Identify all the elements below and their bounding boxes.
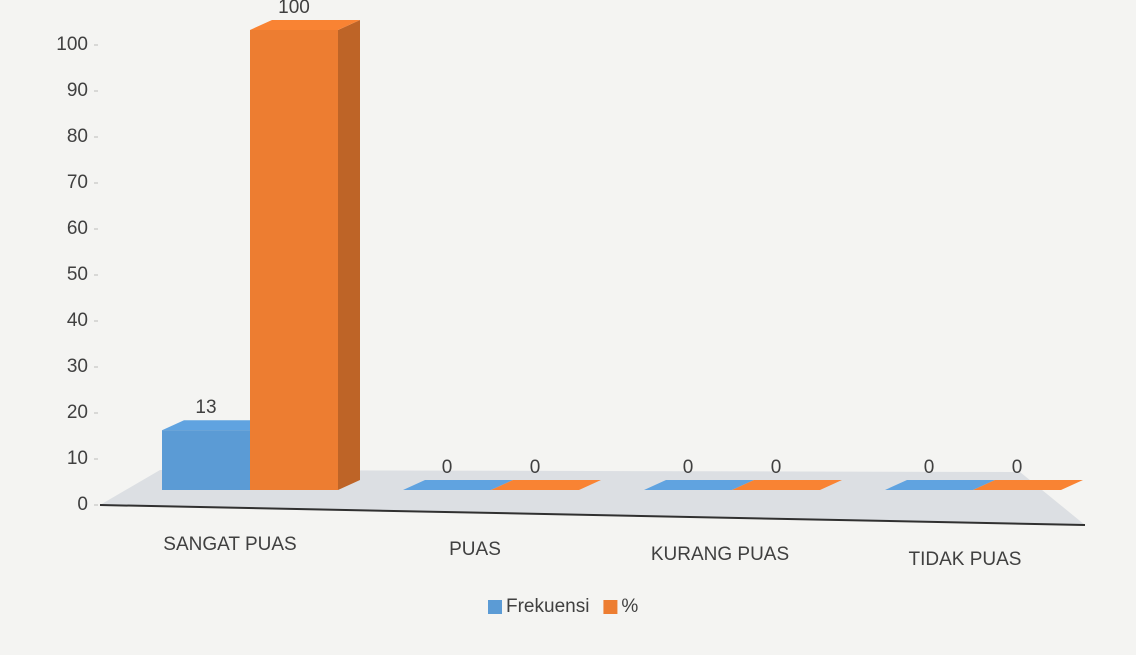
bar	[250, 20, 360, 490]
bar	[732, 480, 842, 490]
bar	[973, 480, 1083, 490]
bar-top	[732, 480, 842, 490]
y-tick-label: 0	[77, 494, 88, 515]
legend-label: Frekuensi	[506, 596, 589, 617]
y-tick-label: 30	[67, 356, 88, 377]
bar-top	[644, 480, 754, 490]
data-label: 0	[771, 457, 782, 478]
legend-swatch	[488, 600, 502, 614]
y-tick-label: 10	[67, 448, 88, 469]
x-tick-label: TIDAK PUAS	[909, 549, 1022, 570]
bar-top	[491, 480, 601, 490]
data-label: 100	[278, 0, 310, 18]
y-tick-label: 40	[67, 310, 88, 331]
bar-top	[885, 480, 995, 490]
data-label: 0	[530, 457, 541, 478]
bar	[403, 480, 513, 490]
bar	[491, 480, 601, 490]
bar-front	[250, 30, 338, 490]
bar-top	[403, 480, 513, 490]
data-label: 13	[195, 397, 216, 418]
legend-label: %	[621, 596, 638, 617]
data-label: 0	[924, 457, 935, 478]
y-tick-label: 60	[67, 218, 88, 239]
y-tick-label: 20	[67, 402, 88, 423]
x-axis	[99, 504, 1086, 526]
bar	[885, 480, 995, 490]
bar-top	[250, 20, 360, 30]
data-label: 0	[442, 457, 453, 478]
bar-side	[338, 20, 360, 490]
y-tick-label: 90	[67, 80, 88, 101]
data-label: 0	[683, 457, 694, 478]
y-tick-label: 50	[67, 264, 88, 285]
bar-top	[162, 420, 272, 431]
y-tick-label: 80	[67, 126, 88, 147]
y-tick-label: 100	[56, 34, 88, 55]
legend-swatch	[603, 600, 618, 614]
data-label: 0	[1012, 457, 1023, 478]
bar-front	[162, 430, 250, 490]
bar-top	[973, 480, 1083, 490]
x-tick-label: SANGAT PUAS	[163, 534, 296, 555]
x-tick-label: PUAS	[449, 539, 501, 560]
y-tick-label: 70	[67, 172, 88, 193]
x-tick-label: KURANG PUAS	[651, 544, 789, 565]
bar	[644, 480, 754, 490]
